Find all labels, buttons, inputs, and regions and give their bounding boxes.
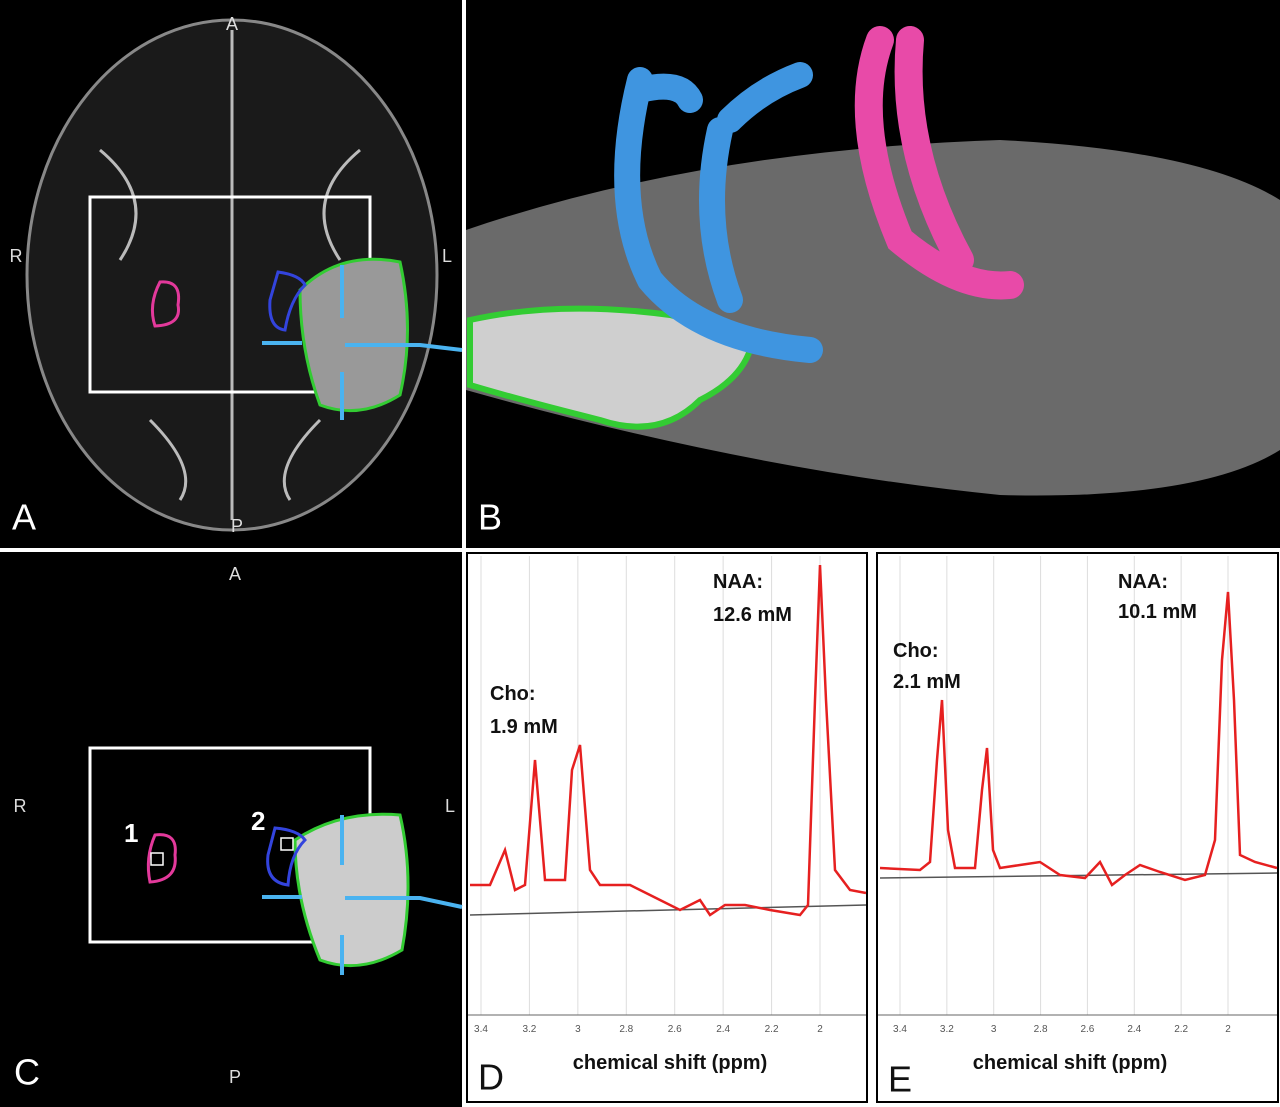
x-tick-label: 2.2 — [765, 1024, 779, 1035]
x-axis-label: chemical shift (ppm) — [973, 1052, 1167, 1074]
panel-label: D — [478, 1057, 504, 1098]
panel-b: B — [466, 0, 1280, 548]
panel-frame — [876, 552, 1279, 1103]
panel-c: A P R L 1 2 C — [0, 552, 463, 1107]
panel-frame — [466, 552, 868, 1103]
sulci — [99, 30, 361, 520]
x-tick-label: 2 — [1225, 1024, 1231, 1035]
roi-contralateral — [150, 280, 181, 328]
x-tick-label: 3.2 — [522, 1024, 536, 1035]
roi-label: 2 — [251, 806, 265, 836]
orientation-label: A — [229, 564, 241, 584]
metabolite-value: 2.1 mM — [893, 671, 961, 693]
x-tick-label: 2 — [817, 1024, 823, 1035]
tumor-contour — [467, 305, 754, 430]
baseline — [879, 872, 1278, 879]
x-tick-label: 2.8 — [619, 1024, 633, 1035]
panel-d: 2 2.2 2.4 2.6 2.8 3 3.2 3.4 Cho: 1.9 mM NAA: 12… — [466, 552, 868, 1103]
fitted-spectrum — [879, 591, 1278, 887]
metabolite-name: NAA: — [1118, 571, 1168, 593]
voxel — [150, 852, 164, 866]
orientation-label: L — [442, 246, 452, 266]
crosshair — [262, 815, 463, 975]
tumor-contour — [293, 812, 410, 968]
orientation-label: L — [445, 796, 455, 816]
baseline — [469, 904, 867, 916]
panel-label: E — [888, 1059, 912, 1100]
roi-peritumoral — [266, 826, 307, 887]
roi-label: 1 — [124, 818, 138, 848]
tumor-contour — [298, 257, 409, 413]
panel-a: A P R L A — [0, 0, 463, 548]
panel-e: 2 2.2 2.4 2.6 2.8 3 3.2 3.4 Cho: 2.1 mM NAA: 10… — [876, 552, 1279, 1103]
metabolite-value: 10.1 mM — [1118, 601, 1197, 623]
x-tick-label: 2.4 — [716, 1024, 730, 1035]
metabolite-name: Cho: — [893, 640, 939, 662]
metabolite-value: 12.6 mM — [713, 604, 792, 626]
orientation-label: R — [14, 796, 27, 816]
fiber-tract-blue — [614, 62, 823, 363]
metabolite-value: 1.9 mM — [490, 716, 558, 738]
x-tick-label: 3 — [991, 1024, 997, 1035]
orientation-label: P — [229, 1067, 241, 1087]
panel-label: A — [12, 497, 36, 538]
crosshair — [262, 265, 463, 420]
fitted-spectrum — [470, 564, 867, 917]
panel-label: C — [14, 1052, 40, 1093]
panel-label: B — [478, 497, 502, 538]
x-tick-label: 3.2 — [940, 1024, 954, 1035]
x-tick-label: 2.4 — [1127, 1024, 1141, 1035]
x-tick-label: 2.6 — [668, 1024, 682, 1035]
x-tick-label: 2.8 — [1034, 1024, 1048, 1035]
metabolite-name: Cho: — [490, 683, 536, 705]
fiber-tract-pink — [854, 26, 1024, 300]
x-tick-label: 3.4 — [893, 1024, 907, 1035]
orientation-label: P — [231, 516, 243, 536]
x-tick-label: 2.2 — [1174, 1024, 1188, 1035]
voxel — [280, 837, 294, 851]
x-tick-label: 2.6 — [1080, 1024, 1094, 1035]
orientation-label: R — [10, 246, 23, 266]
roi-contralateral — [146, 833, 177, 884]
metabolite-name: NAA: — [713, 571, 763, 593]
roi-peritumoral — [268, 270, 307, 332]
x-tick-label: 3 — [575, 1024, 581, 1035]
x-axis-label: chemical shift (ppm) — [573, 1052, 767, 1074]
x-tick-label: 3.4 — [474, 1024, 488, 1035]
orientation-label: A — [226, 14, 238, 34]
